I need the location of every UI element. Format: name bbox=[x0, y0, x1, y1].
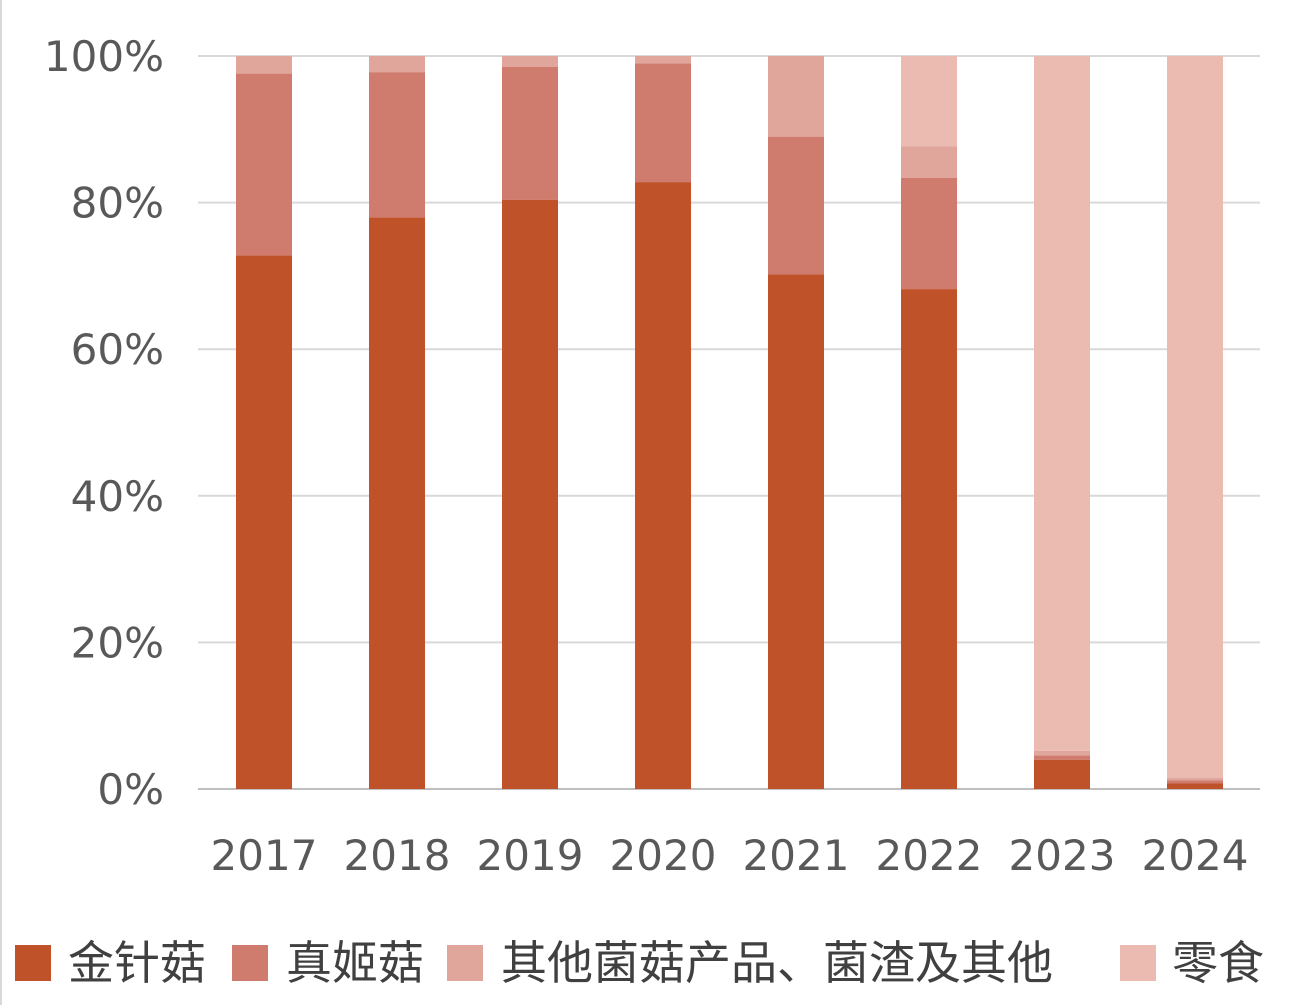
legend-swatch-series-1 bbox=[232, 945, 268, 981]
bar-segment-2022-series-3 bbox=[901, 56, 957, 147]
bar-segment-2022-series-0 bbox=[901, 289, 957, 789]
x-tick-label: 2021 bbox=[743, 831, 850, 880]
legend-label-series-1: 真姬菇 bbox=[286, 936, 424, 990]
bar-segment-2024-series-0 bbox=[1167, 783, 1223, 789]
bar-segment-2017-series-2 bbox=[236, 56, 292, 74]
bar-segment-2024-series-1 bbox=[1167, 780, 1223, 784]
bar-segment-2017-series-0 bbox=[236, 255, 292, 790]
gridlines bbox=[198, 55, 1260, 790]
legend-swatch-series-2 bbox=[447, 945, 483, 981]
bar-segment-2024-series-3 bbox=[1167, 56, 1223, 779]
x-tick-label: 2019 bbox=[477, 831, 584, 880]
x-tick-label: 2017 bbox=[211, 831, 318, 880]
x-tick-label: 2022 bbox=[876, 831, 983, 880]
bar-segment-2023-series-2 bbox=[1034, 750, 1090, 756]
legend: 金针菇 真姬菇 其他菌菇产品、菌渣及其他 零食 bbox=[15, 936, 1264, 990]
x-tick-label: 2023 bbox=[1009, 831, 1116, 880]
y-tick-label: 60% bbox=[71, 325, 164, 374]
bar-segment-2019-series-2 bbox=[502, 56, 558, 67]
x-tick-label: 2018 bbox=[344, 831, 451, 880]
legend-swatch-series-3 bbox=[1120, 945, 1156, 981]
bar-segment-2019-series-1 bbox=[502, 66, 558, 200]
bar-segment-2021-series-2 bbox=[768, 56, 824, 137]
bars bbox=[236, 56, 1223, 790]
y-tick-label: 80% bbox=[71, 179, 164, 228]
legend-label-series-0: 金针菇 bbox=[68, 936, 206, 990]
legend-label-series-3: 零食 bbox=[1172, 936, 1264, 990]
bar-segment-2023-series-3 bbox=[1034, 56, 1090, 751]
bar-segment-2024-series-2 bbox=[1167, 778, 1223, 781]
bar-segment-2023-series-0 bbox=[1034, 759, 1090, 789]
bar-segment-2020-series-1 bbox=[635, 63, 691, 183]
bar-segment-2018-series-2 bbox=[369, 56, 425, 73]
bar-segment-2023-series-1 bbox=[1034, 755, 1090, 760]
bar-segment-2019-series-0 bbox=[502, 199, 558, 790]
bar-segment-2018-series-0 bbox=[369, 217, 425, 789]
legend-label-series-2: 其他菌菇产品、菌渣及其他 bbox=[501, 936, 1053, 990]
bar-segment-2017-series-1 bbox=[236, 73, 292, 256]
bar-segment-2022-series-1 bbox=[901, 177, 957, 290]
y-tick-label: 20% bbox=[71, 618, 164, 667]
bar-segment-2018-series-1 bbox=[369, 72, 425, 218]
bar-segment-2021-series-0 bbox=[768, 274, 824, 790]
bar-segment-2021-series-1 bbox=[768, 136, 824, 275]
bar-segment-2022-series-2 bbox=[901, 146, 957, 178]
bar-segment-2020-series-2 bbox=[635, 56, 691, 64]
legend-swatch-series-0 bbox=[15, 945, 51, 981]
y-tick-label: 0% bbox=[97, 765, 164, 814]
y-tick-label: 40% bbox=[71, 472, 164, 521]
bar-segment-2020-series-0 bbox=[635, 182, 691, 790]
x-tick-label: 2024 bbox=[1142, 831, 1249, 880]
x-tick-label: 2020 bbox=[610, 831, 717, 880]
y-tick-label: 100% bbox=[44, 32, 164, 81]
